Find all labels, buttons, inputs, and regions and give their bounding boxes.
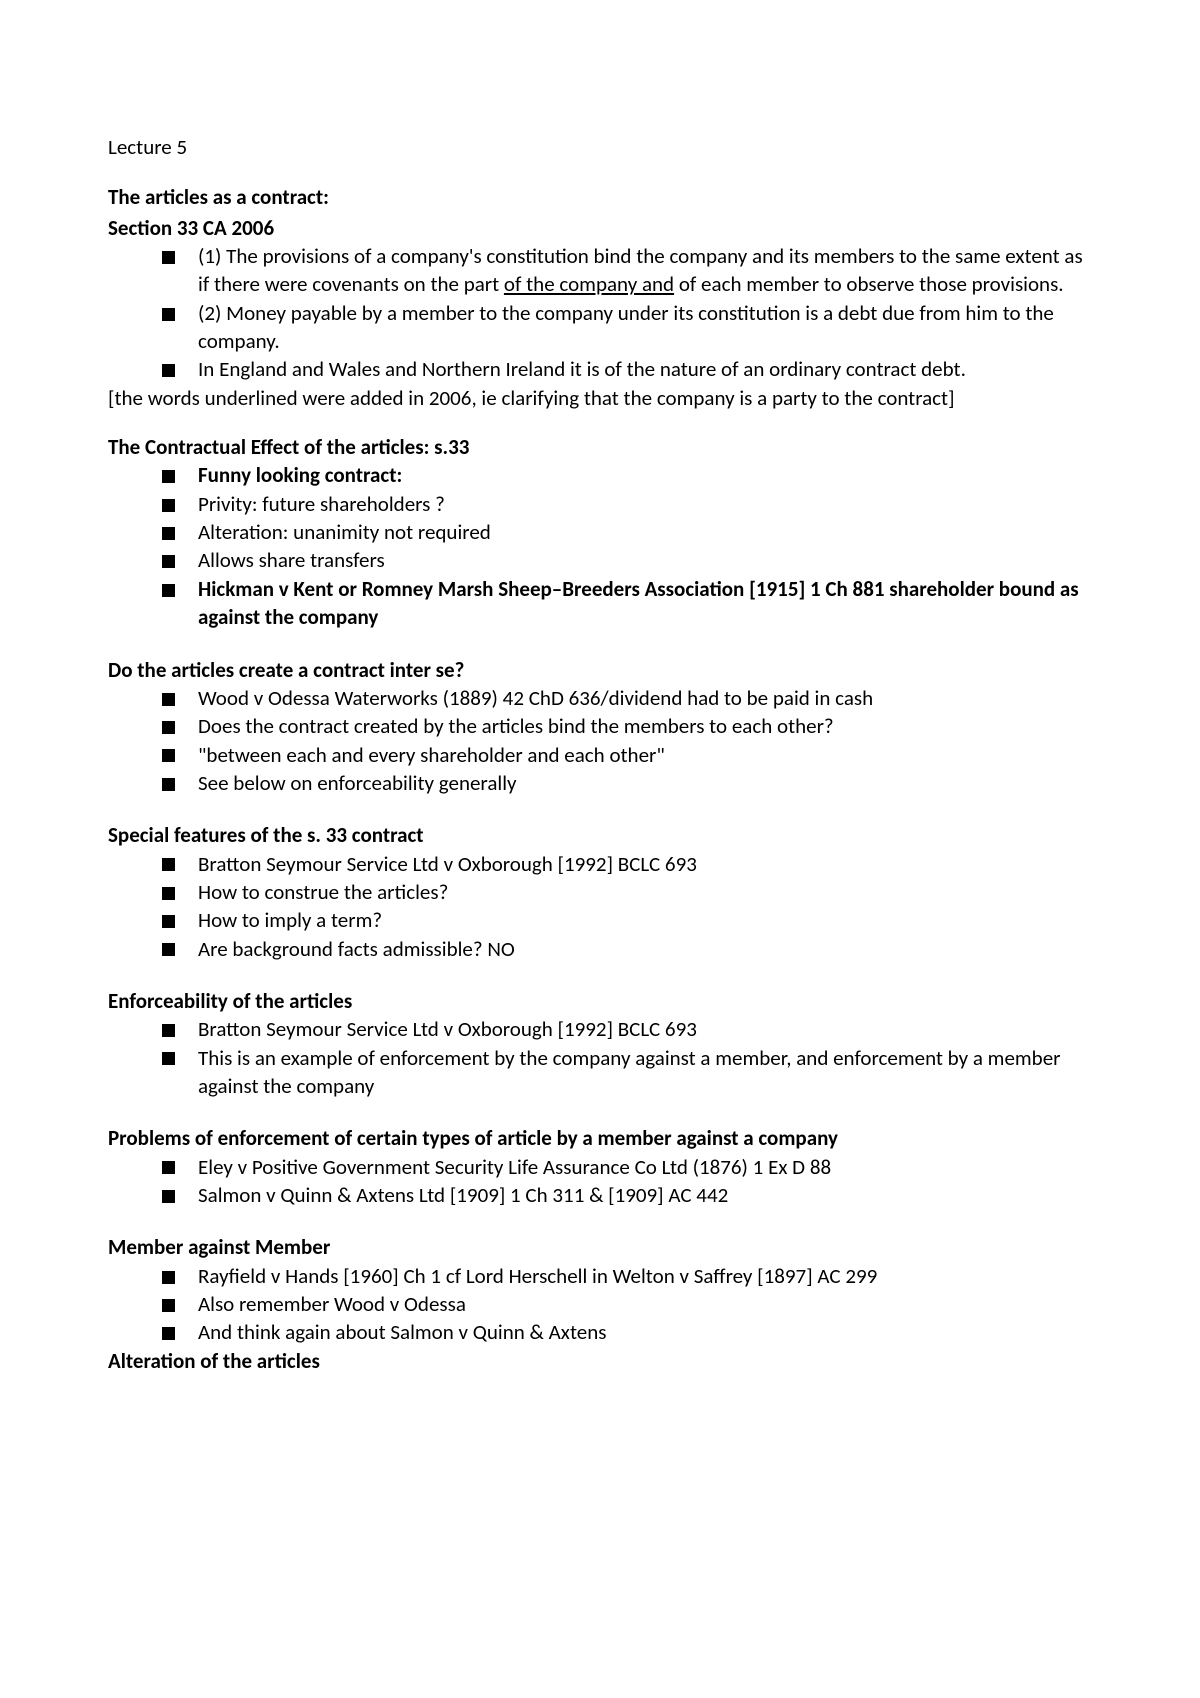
li-text: (2) Money payable by a member to the com… [198,300,1054,354]
li-text: How to imply a term? [198,907,382,933]
list-item: Eley v Positive Government Security Life… [162,1153,1092,1181]
list-item: How to construe the articles? [162,878,1092,906]
li-text: And think again about Salmon v Quinn & A… [198,1319,606,1345]
list-item: Are background facts admissible? NO [162,935,1092,963]
li-text: "between each and every shareholder and … [198,742,665,768]
list-item: In England and Wales and Northern Irelan… [162,355,1092,383]
list-item: Salmon v Quinn & Axtens Ltd [1909] 1 Ch … [162,1181,1092,1209]
enforceability-list: Bratton Seymour Service Ltd v Oxborough … [108,1015,1092,1100]
heading-special-features: Special features of the s. 33 contract [108,821,1092,849]
list-item: Also remember Wood v Odessa [162,1290,1092,1318]
section-33-list: (1) The provisions of a company's consti… [108,242,1092,384]
li-text: How to construe the articles? [198,879,448,905]
member-vs-member-list: Rayfield v Hands [1960] Ch 1 cf Lord Her… [108,1262,1092,1347]
list-item: "between each and every shareholder and … [162,741,1092,769]
li-text: Allows share transfers [198,547,385,573]
li-text: Wood v Odessa Waterworks (1889) 42 ChD 6… [198,685,873,711]
list-item: Alteration: unanimity not required [162,518,1092,546]
note-clarification: [the words underlined were added in 2006… [108,384,1092,412]
list-item: And think again about Salmon v Quinn & A… [162,1318,1092,1346]
list-item: Bratton Seymour Service Ltd v Oxborough … [162,850,1092,878]
heading-problems-enforcement: Problems of enforcement of certain types… [108,1124,1092,1152]
heading-enforceability: Enforceability of the articles [108,987,1092,1015]
heading-inter-se: Do the articles create a contract inter … [108,656,1092,684]
li-text: Alteration: unanimity not required [198,519,491,545]
document-page: Lecture 5 The articles as a contract: Se… [0,0,1200,1435]
list-item: How to imply a term? [162,906,1092,934]
li-text: Hickman v Kent or Romney Marsh Sheep–Bre… [198,576,1079,630]
lecture-number: Lecture 5 [108,133,1092,161]
problems-enforcement-list: Eley v Positive Government Security Life… [108,1153,1092,1210]
heading-contractual-effect: The Contractual Effect of the articles: … [108,433,1092,461]
li-text: Funny looking contract: [198,462,402,488]
list-item: Funny looking contract: [162,461,1092,489]
list-item: Does the contract created by the article… [162,712,1092,740]
li-text: Privity: future shareholders ? [198,491,445,517]
li-text: Bratton Seymour Service Ltd v Oxborough … [198,1016,697,1042]
li-text: Also remember Wood v Odessa [198,1291,466,1317]
list-item: (2) Money payable by a member to the com… [162,299,1092,356]
contractual-effect-list: Funny looking contract: Privity: future … [108,461,1092,631]
heading-member-vs-member: Member against Member [108,1233,1092,1261]
li-text: Are background facts admissible? NO [198,936,515,962]
special-features-list: Bratton Seymour Service Ltd v Oxborough … [108,850,1092,963]
li-text: Salmon v Quinn & Axtens Ltd [1909] 1 Ch … [198,1182,728,1208]
list-item: Bratton Seymour Service Ltd v Oxborough … [162,1015,1092,1043]
li-text: This is an example of enforcement by the… [198,1045,1060,1099]
heading-articles-contract: The articles as a contract: [108,183,1092,211]
li-text-part-b: of each member to observe those provisio… [674,271,1064,297]
inter-se-list: Wood v Odessa Waterworks (1889) 42 ChD 6… [108,684,1092,797]
li-text-underlined: of the company and [504,271,674,297]
heading-section-33: Section 33 CA 2006 [108,214,1092,242]
li-text: See below on enforceability generally [198,770,517,796]
list-item: Rayfield v Hands [1960] Ch 1 cf Lord Her… [162,1262,1092,1290]
list-item: Hickman v Kent or Romney Marsh Sheep–Bre… [162,575,1092,632]
heading-alteration: Alteration of the articles [108,1347,1092,1375]
list-item: (1) The provisions of a company's consti… [162,242,1092,299]
list-item: Wood v Odessa Waterworks (1889) 42 ChD 6… [162,684,1092,712]
list-item: Allows share transfers [162,546,1092,574]
list-item: Privity: future shareholders ? [162,490,1092,518]
li-text: Does the contract created by the article… [198,713,834,739]
li-text: In England and Wales and Northern Irelan… [198,356,966,382]
list-item: See below on enforceability generally [162,769,1092,797]
list-item: This is an example of enforcement by the… [162,1044,1092,1101]
li-text: Bratton Seymour Service Ltd v Oxborough … [198,851,697,877]
li-text: Eley v Positive Government Security Life… [198,1154,831,1180]
li-text: Rayfield v Hands [1960] Ch 1 cf Lord Her… [198,1263,877,1289]
